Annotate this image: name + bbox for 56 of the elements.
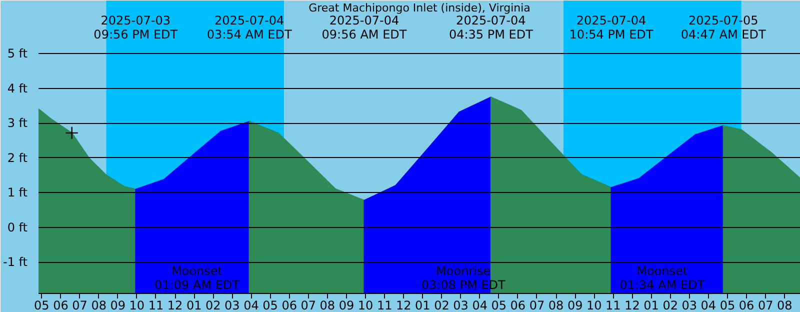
x-tick-label: 07 [300,298,316,312]
x-tick-label: 03 [682,298,698,312]
y-tick-label: 4 ft [7,81,28,96]
x-tick-label: 02 [205,298,221,312]
y-tick-label: 2 ft [7,150,28,165]
x-tick-label: 04 [700,298,716,312]
x-tick-label: 11 [376,298,392,312]
x-tick-label: 05 [720,298,736,312]
x-tick-label: 02 [662,298,678,312]
y-tick-label: -1 ft [3,255,28,270]
x-tick-label: 05 [262,298,278,312]
x-tick-label: 07 [72,298,88,312]
x-tick-label: 07 [758,298,774,312]
chart-title: Great Machipongo Inlet (inside), Virginia [308,2,530,14]
y-tick-label: 5 ft [7,46,28,61]
annotation: 2025-07-04 10:54 PM EDT [569,14,654,42]
x-tick-label: 08 [776,298,792,312]
x-tick-label: 06 [53,298,68,312]
x-tick-label: 10 [586,298,602,312]
x-tick-label: 01 [415,298,430,312]
y-tick-label: 0 ft [7,220,28,234]
x-tick-label: 12 [624,298,640,312]
x-tick-label: 06 [738,298,754,312]
x-tick-label: 11 [148,298,164,312]
x-tick-label: 01 [644,298,659,312]
x-tick-label: 08 [548,298,564,312]
annotation: 2025-07-03 09:56 PM EDT [94,14,178,42]
x-tick-label: 05 [34,298,50,312]
x-tick-label: 03 [224,298,240,312]
x-tick-label: 12 [167,298,183,312]
x-tick-label: 02 [434,298,450,312]
annotation: 2025-07-04 03:54 AM EDT [206,14,292,42]
x-tick-label: 06 [282,298,297,312]
x-tick-label: 09 [338,298,354,312]
annotation: Moonset 01:09 AM EDT [154,264,240,292]
x-tick-label: 09 [567,298,583,312]
annotation: 2025-07-04 09:56 AM EDT [322,14,408,42]
annotation: Moonset 01:34 AM EDT [620,264,706,292]
x-tick-label: 04 [472,298,488,312]
x-tick-label: 07 [529,298,545,312]
x-tick-label: 09 [110,298,126,312]
y-tick-label: 1 ft [7,186,28,200]
x-tick-label: 05 [491,298,507,312]
annotation: 2025-07-05 04:47 AM EDT [680,14,766,42]
x-tick-label: 03 [453,298,468,312]
x-tick-label: 10 [358,298,374,312]
x-tick-label: 11 [606,298,621,312]
x-tick-label: 10 [129,298,145,312]
annotation: 2025-07-04 04:35 PM EDT [448,14,534,42]
x-tick-label: 01 [186,298,202,312]
x-tick-label: 06 [510,298,526,312]
x-tick-label: 04 [244,298,259,312]
x-tick-label: 12 [396,298,412,312]
x-tick-label: 08 [320,298,336,312]
y-tick-label: 3 ft [7,116,28,130]
x-tick-label: 08 [91,298,106,312]
